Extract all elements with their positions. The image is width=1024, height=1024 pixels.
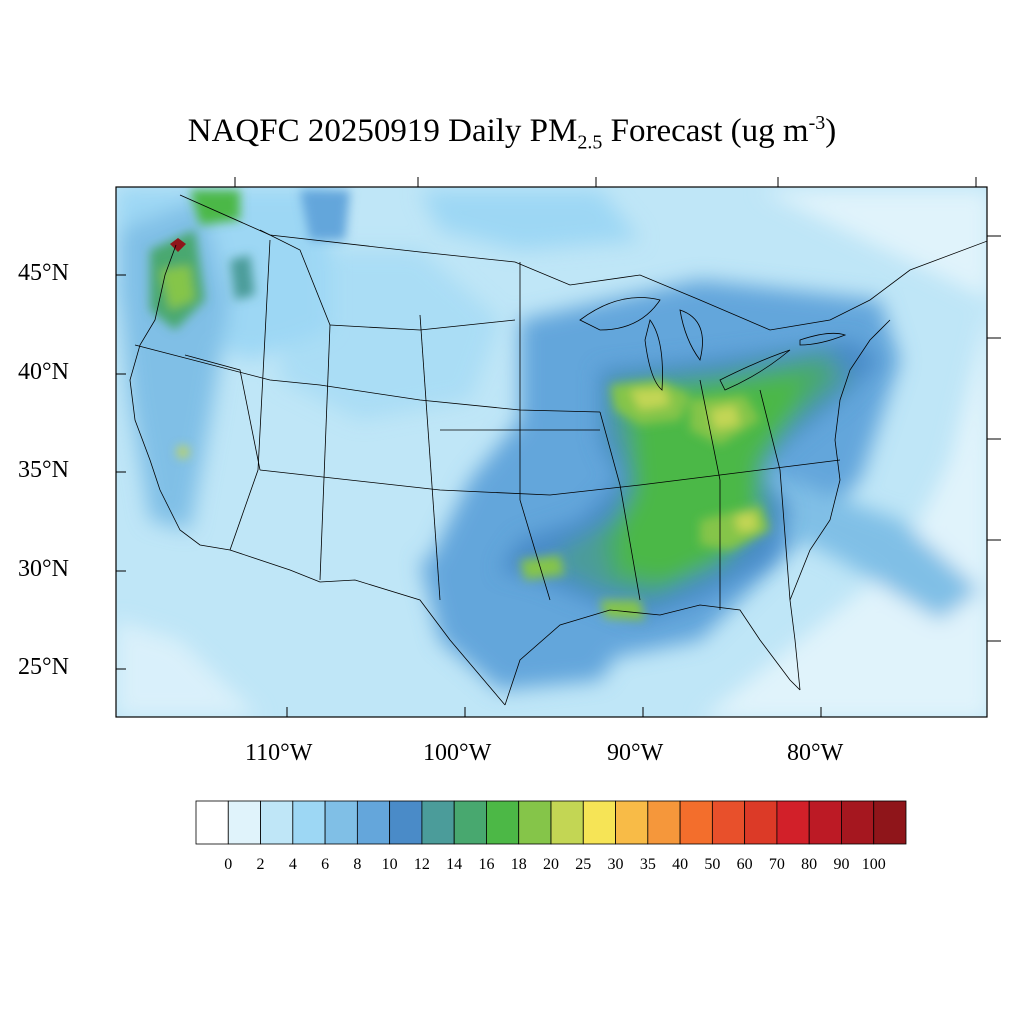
colorbar-tick-label: 100 xyxy=(861,856,886,873)
lat-label-45: 45°N xyxy=(18,260,69,286)
colorbar-swatch xyxy=(841,800,875,845)
map-title: NAQFC 20250919 Daily PM2.5 Forecast (ug … xyxy=(187,112,837,154)
lake-ontario xyxy=(799,332,847,346)
colorbar-tick-label: 8 xyxy=(353,856,362,873)
plot-frame xyxy=(115,186,988,718)
colorbar-swatch xyxy=(389,800,423,845)
lake-michigan xyxy=(644,319,663,391)
colorbar-swatch xyxy=(227,800,261,845)
colorbar-tick-label: 30 xyxy=(607,856,624,873)
colorbar-swatch xyxy=(582,800,616,845)
colorbar-swatch xyxy=(550,800,584,845)
colorbar-swatch xyxy=(873,800,907,845)
ticks xyxy=(116,177,1001,717)
colorbar-swatch xyxy=(292,800,326,845)
colorbar-swatch xyxy=(647,800,681,845)
colorbar-tick-label: 12 xyxy=(413,856,430,873)
colorbar-tick-label: 16 xyxy=(478,856,495,873)
colorbar-swatch xyxy=(453,800,487,845)
atlantic-coastline xyxy=(789,319,891,691)
colorbar-tick-label: 50 xyxy=(704,856,721,873)
colorbar-tick-label: 2 xyxy=(256,856,265,873)
lat-label-40: 40°N xyxy=(18,359,69,385)
canada-border xyxy=(179,194,987,331)
colorbar-tick-label: 70 xyxy=(768,856,785,873)
colorbar-swatch xyxy=(324,800,358,845)
lake-huron xyxy=(679,309,703,361)
pacific-coastline xyxy=(129,244,231,551)
colorbar-swatch xyxy=(776,800,810,845)
colorbar-tick-label: 90 xyxy=(833,856,850,873)
lat-label-35: 35°N xyxy=(18,457,69,483)
colorbar-tick-label: 25 xyxy=(575,856,592,873)
colorbar-swatch xyxy=(486,800,520,845)
colorbar-swatch xyxy=(421,800,455,845)
colorbar-tick-label: 4 xyxy=(288,856,297,873)
mexico-border xyxy=(229,549,506,706)
lon-label-90w: 90°W xyxy=(607,740,664,766)
lake-erie xyxy=(719,349,791,391)
colorbar-swatch xyxy=(744,800,778,845)
colorbar-tick-label: 14 xyxy=(446,856,463,873)
colorbar-tick-label: 0 xyxy=(224,856,233,873)
boundaries xyxy=(129,194,987,706)
lat-label-30: 30°N xyxy=(18,556,69,582)
colorbar-swatch xyxy=(808,800,842,845)
colorbar-tick-label: 80 xyxy=(801,856,818,873)
colorbar xyxy=(195,800,907,845)
lat-label-25: 25°N xyxy=(18,654,69,680)
colorbar-tick-label: 60 xyxy=(736,856,753,873)
lon-label-110w: 110°W xyxy=(245,740,313,766)
lon-label-80w: 80°W xyxy=(787,740,844,766)
colorbar-swatch xyxy=(711,800,746,845)
colorbar-tick-label: 35 xyxy=(639,856,656,873)
colorbar-tick-label: 10 xyxy=(381,856,398,873)
colorbar-swatch xyxy=(260,800,294,845)
colorbar-tick-label: 20 xyxy=(543,856,559,873)
gulf-coastline xyxy=(504,604,801,706)
colorbar-swatch xyxy=(679,800,713,845)
colorbar-swatch xyxy=(356,800,391,845)
colorbar-swatch xyxy=(615,800,649,845)
colorbar-tick-label: 18 xyxy=(510,856,527,873)
concentration-field xyxy=(116,187,987,717)
colorbar-swatch xyxy=(195,800,229,845)
colorbar-tick-label: 40 xyxy=(672,856,689,873)
lake-superior xyxy=(579,297,661,331)
colorbar-swatch xyxy=(518,800,552,845)
colorbar-tick-label: 6 xyxy=(321,856,330,873)
lon-label-100w: 100°W xyxy=(423,740,492,766)
